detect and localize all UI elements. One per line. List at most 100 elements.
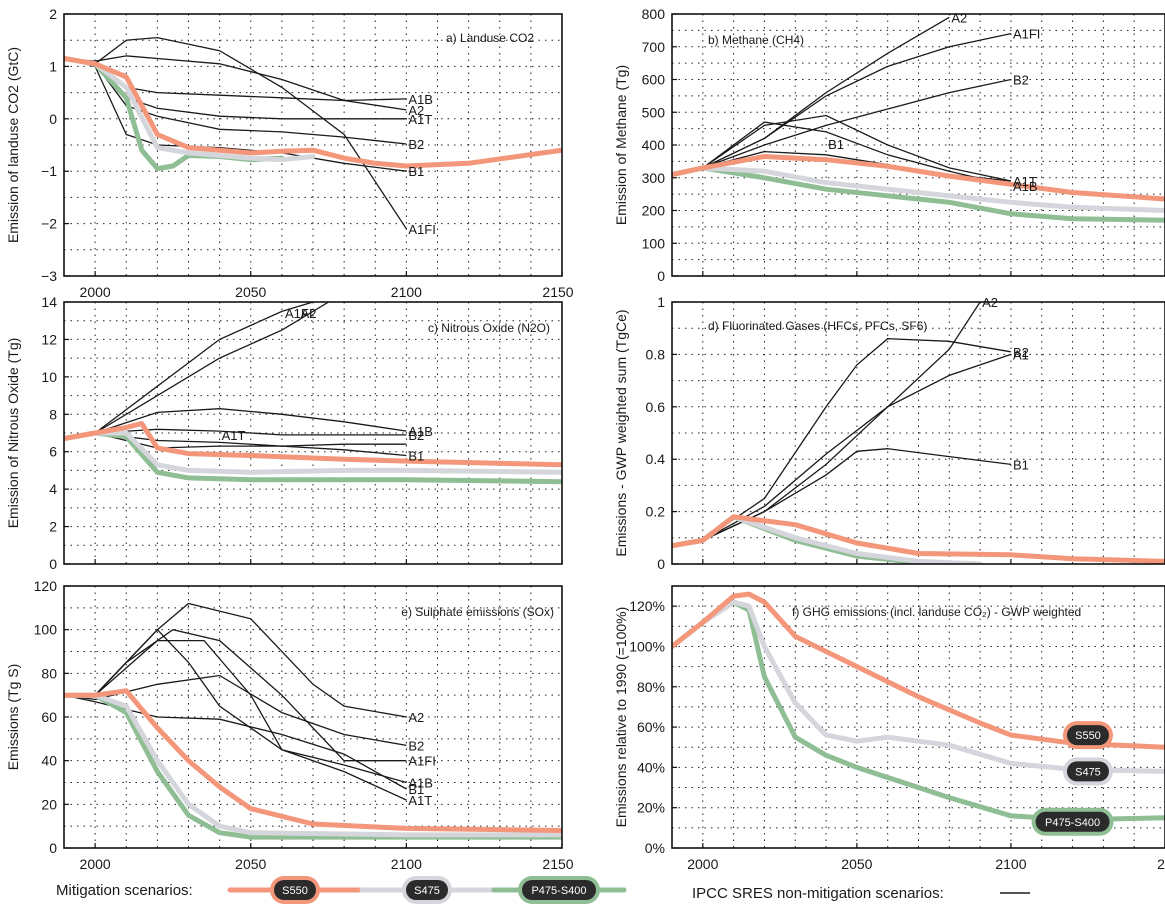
x-tick-label: 2100 [391, 284, 422, 300]
y-tick-label: 1 [49, 58, 57, 74]
y-tick-label: 700 [642, 39, 666, 55]
plot-frame [63, 301, 563, 565]
sres-line-B1 [64, 694, 407, 790]
panel-title: c) Nitrous Oxide (N2O) [428, 321, 550, 335]
panel-e: 0 20 40 60 80 100 120 2000 2050 2100 2150 Emissions… [5, 578, 574, 872]
y-tick-label: 800 [642, 6, 666, 22]
y-tick-label: 500 [642, 104, 666, 120]
legend: Mitigation scenarios: S550 S475 P475-S400 IP… [56, 876, 1030, 904]
x-tick-label: 2000 [687, 856, 718, 872]
x-tick-label: 2000 [80, 856, 111, 872]
badge-core [1066, 725, 1109, 746]
y-axis-label: Emissions (Tg S) [5, 664, 21, 771]
series-label: B2 [1013, 345, 1029, 360]
legend-badge-core [406, 880, 448, 900]
panel-title: b) Methane (CH4) [708, 33, 804, 47]
y-tick-label: 0.2 [646, 504, 666, 520]
mitigation-line-S550 [672, 514, 1165, 564]
y-axis-label: Emissions - GWP weighted sum (TgCe) [613, 309, 629, 556]
badge-core [1035, 811, 1110, 832]
plot-frame [63, 585, 563, 849]
legend-badge-label: S475 [414, 885, 440, 897]
badge-label: P475-S400 [1045, 817, 1100, 829]
series-label: A1FI [408, 222, 435, 237]
panel-title: a) Landuse CO2 [446, 31, 534, 45]
plot-frame [671, 301, 1165, 565]
plot-area [672, 302, 1165, 564]
series-label: A1FI [285, 306, 312, 321]
x-tick-label: 2100 [391, 856, 422, 872]
panel-title: f) GHG emissions (incl. landuse CO₂) - G… [792, 605, 1081, 619]
plot-frame [63, 13, 563, 277]
y-tick-label: 0% [645, 840, 665, 856]
y-tick-label: 100 [34, 622, 58, 638]
panel-c: 0 2 4 6 8 10 12 14 Emission of Nitrous Oxide (Tg… [5, 294, 563, 572]
y-tick-label: 120% [629, 598, 665, 614]
y-tick-label: 1 [657, 294, 665, 310]
panel-b: 0 100 200 300 400 500 600 700 800 Emission of Met… [613, 6, 1165, 284]
x-tick-label: 2000 [80, 284, 111, 300]
y-axis-label: Emissions relative to 1990 (=100%) [613, 607, 629, 828]
panel-f: 0% 20% 40% 60% 80% 100% 120% 2000 2050 2100 2 Emiss… [613, 585, 1165, 872]
plot-area [64, 302, 562, 485]
legend-badge-core [522, 880, 596, 900]
y-tick-label: 14 [41, 294, 57, 310]
series-label: A1B [408, 424, 433, 439]
series-label: A1T [408, 112, 432, 127]
legend-sres-label: IPCC SRES non-mitigation scenarios: [692, 885, 944, 902]
mitigation-line-S550 [64, 421, 562, 468]
y-tick-label: 60 [41, 709, 57, 725]
y-tick-label: 0.8 [646, 346, 666, 362]
series-label: B2 [1013, 73, 1029, 88]
series-label: B1 [408, 164, 424, 179]
series-label: A1 [1013, 347, 1029, 362]
y-tick-label: −3 [41, 268, 57, 284]
badge-label: S550 [1075, 730, 1101, 742]
y-axis-label: Emission of Nitrous Oxide (Tg) [5, 338, 21, 529]
panel-title: e) Sulphate emissions (SOx) [401, 605, 554, 619]
sres-line-A2 [672, 302, 981, 547]
y-tick-label: 8 [49, 406, 57, 422]
plot-area [672, 591, 1165, 823]
y-tick-label: −2 [41, 216, 57, 232]
legend-badge-label: S550 [282, 885, 308, 897]
legend-mitigation-label: Mitigation scenarios: [56, 882, 193, 899]
series-label: A2 [301, 306, 317, 321]
y-tick-label: 2 [49, 6, 57, 22]
y-tick-label: 4 [49, 481, 57, 497]
series-label: B1 [1013, 457, 1029, 472]
series-label: B1 [408, 782, 424, 797]
mitigation-line-S475 [672, 599, 1165, 774]
x-tick-label: 2 [1157, 856, 1165, 872]
series-label: B2 [408, 738, 424, 753]
y-tick-label: 400 [642, 137, 666, 153]
x-tick-label: 2050 [235, 856, 266, 872]
series-label: A1FI [1013, 27, 1040, 42]
y-tick-label: 100 [642, 235, 666, 251]
y-tick-label: 0 [657, 556, 665, 572]
y-tick-label: 0 [49, 111, 57, 127]
sres-line-A1B [64, 639, 407, 784]
plot-frame [671, 585, 1165, 849]
y-tick-label: 0.4 [646, 451, 666, 467]
y-tick-label: 2 [49, 519, 57, 535]
badge-label: S475 [1075, 766, 1101, 778]
legend-badge-core [274, 880, 316, 900]
mitigation-line-S475 [672, 165, 1165, 213]
x-tick-label: 2100 [995, 856, 1026, 872]
y-tick-label: 100% [629, 638, 665, 654]
y-tick-label: 0.6 [646, 399, 666, 415]
series-label: B1 [408, 448, 424, 463]
y-tick-label: 120 [34, 578, 58, 594]
series-label: B2 [408, 428, 424, 443]
sres-line-A2 [64, 302, 329, 440]
y-tick-label: 300 [642, 170, 666, 186]
y-axis-label: Emission of Methane (Tg) [613, 65, 629, 225]
series-label: B1 [828, 137, 844, 152]
sres-line-B1 [672, 448, 1011, 547]
y-tick-label: 40% [637, 759, 665, 775]
series-label: A1B [1013, 179, 1038, 194]
grid [672, 302, 1165, 564]
plot-area [64, 602, 562, 840]
